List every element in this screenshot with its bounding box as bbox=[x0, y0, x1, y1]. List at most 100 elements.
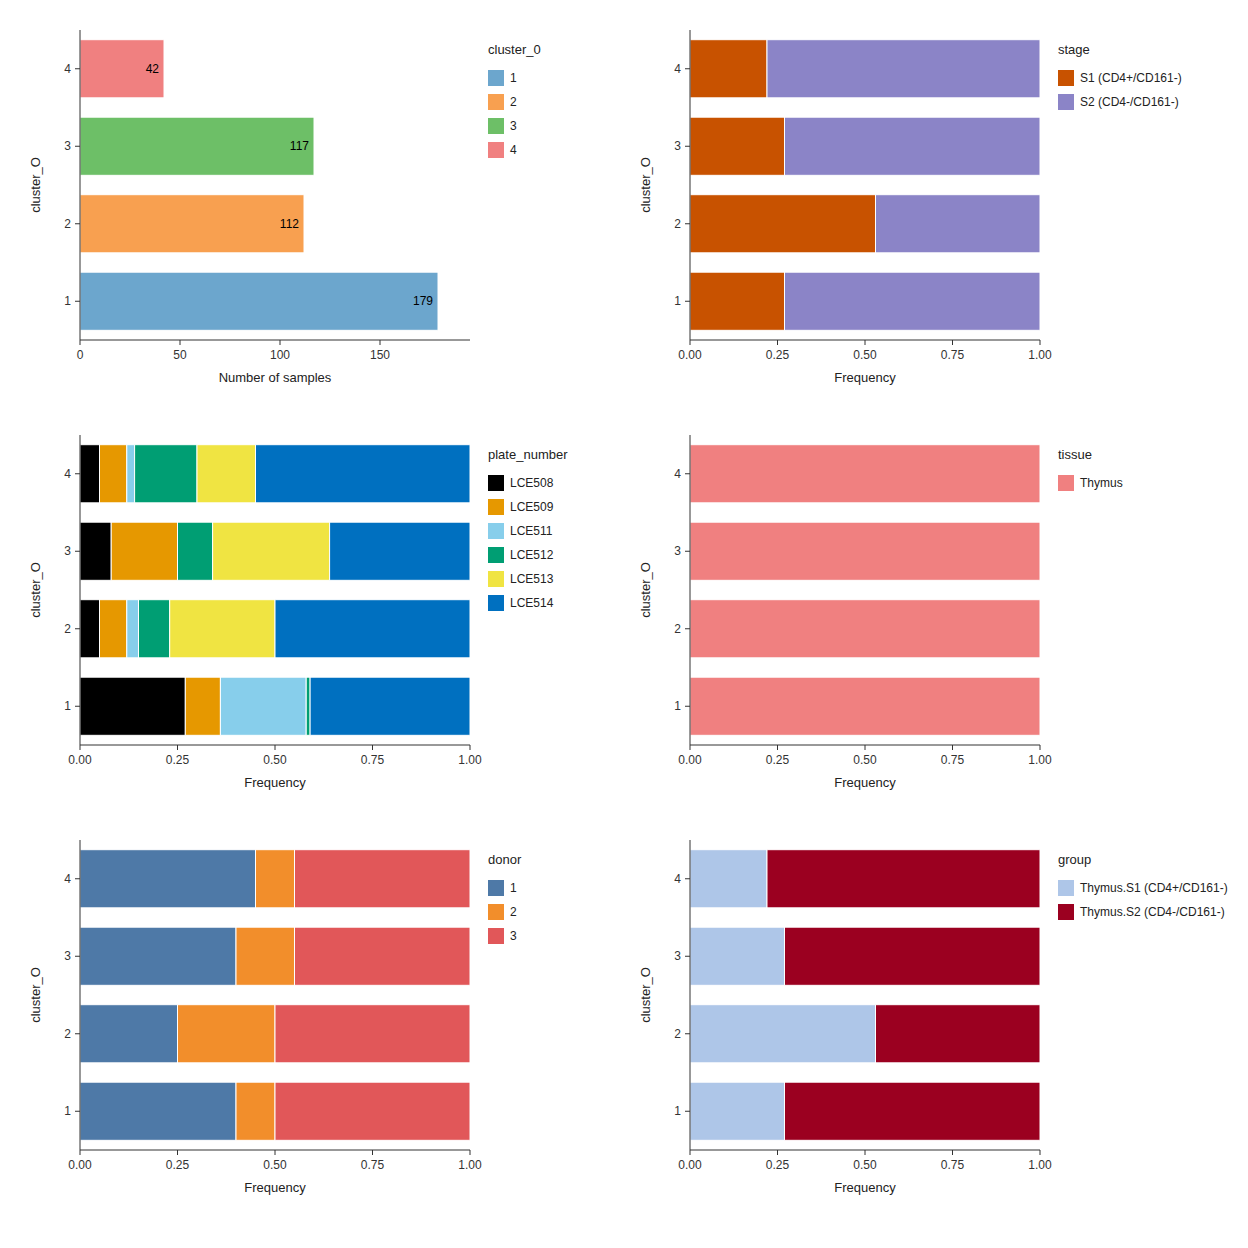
x-tick bbox=[180, 340, 181, 345]
data-label: 112 bbox=[280, 217, 299, 231]
x-tick bbox=[280, 340, 281, 345]
bar bbox=[111, 522, 177, 580]
bar bbox=[295, 927, 471, 985]
bar bbox=[80, 445, 100, 503]
legend-swatch bbox=[488, 571, 504, 587]
legend-label: LCE508 bbox=[510, 476, 554, 490]
y-tick-label: 4 bbox=[674, 467, 681, 481]
legend-label: S2 (CD4-/CD161-) bbox=[1080, 95, 1179, 109]
bar bbox=[178, 1005, 276, 1063]
x-tick-label: 100 bbox=[270, 348, 290, 362]
bar bbox=[690, 1005, 876, 1063]
x-tick bbox=[275, 745, 276, 750]
legend: cluster_01234 bbox=[488, 42, 541, 158]
x-tick bbox=[865, 1150, 866, 1155]
x-tick-label: 1.00 bbox=[458, 753, 482, 767]
x-tick-label: 0.50 bbox=[263, 753, 287, 767]
legend-label: Thymus bbox=[1080, 476, 1123, 490]
y-tick bbox=[685, 551, 690, 552]
x-tick-label: 0.50 bbox=[853, 1158, 877, 1172]
x-tick bbox=[1040, 745, 1041, 750]
bar bbox=[690, 600, 1040, 658]
legend-swatch bbox=[1058, 70, 1074, 86]
legend-swatch bbox=[488, 94, 504, 110]
y-tick-label: 1 bbox=[64, 1104, 71, 1118]
x-tick-label: 0.75 bbox=[361, 753, 385, 767]
bar bbox=[767, 850, 1040, 908]
bar bbox=[80, 522, 111, 580]
bar bbox=[256, 850, 295, 908]
legend-swatch bbox=[488, 118, 504, 134]
bar bbox=[275, 1082, 470, 1140]
y-tick-label: 3 bbox=[674, 949, 681, 963]
x-tick-label: 0.75 bbox=[941, 1158, 965, 1172]
bar bbox=[80, 195, 304, 253]
x-axis-label: Frequency bbox=[244, 1180, 306, 1195]
bar bbox=[236, 1082, 275, 1140]
y-tick bbox=[75, 146, 80, 147]
bar bbox=[185, 677, 220, 735]
panel: 0.000.250.500.751.001234Frequencycluster… bbox=[638, 840, 1228, 1195]
bars bbox=[80, 445, 470, 736]
y-tick-label: 1 bbox=[674, 294, 681, 308]
bar bbox=[100, 600, 127, 658]
y-tick bbox=[75, 473, 80, 474]
bar bbox=[256, 445, 471, 503]
bar bbox=[135, 445, 197, 503]
x-tick-label: 0.75 bbox=[941, 348, 965, 362]
legend-label: 1 bbox=[510, 881, 517, 895]
y-tick bbox=[685, 1111, 690, 1112]
y-tick bbox=[75, 878, 80, 879]
bar bbox=[785, 272, 1041, 330]
x-tick-label: 0.25 bbox=[766, 1158, 790, 1172]
x-tick-label: 0.25 bbox=[766, 348, 790, 362]
y-tick-label: 4 bbox=[674, 872, 681, 886]
x-tick bbox=[952, 1150, 953, 1155]
y-tick-label: 4 bbox=[64, 62, 71, 76]
y-axis-label: cluster_O bbox=[28, 967, 43, 1023]
y-axis-label: cluster_O bbox=[638, 157, 653, 213]
y-tick bbox=[75, 706, 80, 707]
y-tick-label: 4 bbox=[64, 467, 71, 481]
y-tick bbox=[75, 1111, 80, 1112]
y-tick bbox=[685, 473, 690, 474]
bar bbox=[690, 1082, 785, 1140]
bar bbox=[80, 850, 256, 908]
y-tick bbox=[75, 223, 80, 224]
bar bbox=[100, 445, 127, 503]
legend-label: 2 bbox=[510, 95, 517, 109]
bar bbox=[275, 1005, 470, 1063]
x-tick bbox=[777, 340, 778, 345]
y-tick bbox=[685, 878, 690, 879]
bar bbox=[80, 1082, 236, 1140]
bar bbox=[690, 677, 1040, 735]
x-tick bbox=[275, 1150, 276, 1155]
bar bbox=[690, 927, 785, 985]
legend-swatch bbox=[488, 904, 504, 920]
bar bbox=[127, 600, 139, 658]
x-tick bbox=[952, 340, 953, 345]
x-tick bbox=[865, 745, 866, 750]
y-tick bbox=[685, 706, 690, 707]
bar bbox=[310, 677, 470, 735]
bar bbox=[785, 927, 1041, 985]
legend-label: LCE512 bbox=[510, 548, 554, 562]
legend-label: S1 (CD4+/CD161-) bbox=[1080, 71, 1182, 85]
bar bbox=[213, 522, 330, 580]
legend-swatch bbox=[488, 142, 504, 158]
y-tick bbox=[685, 1033, 690, 1034]
bar bbox=[690, 272, 785, 330]
legend-label: LCE509 bbox=[510, 500, 554, 514]
x-tick-label: 0.50 bbox=[853, 348, 877, 362]
y-tick bbox=[75, 301, 80, 302]
y-tick-label: 3 bbox=[64, 949, 71, 963]
x-tick-label: 0.00 bbox=[678, 1158, 702, 1172]
bar bbox=[306, 677, 310, 735]
bar bbox=[80, 1005, 178, 1063]
y-axis-line bbox=[690, 30, 691, 340]
panel: 0.000.250.500.751.001234Frequencycluster… bbox=[28, 840, 522, 1195]
legend: groupThymus.S1 (CD4+/CD161-)Thymus.S2 (C… bbox=[1058, 852, 1228, 920]
x-tick bbox=[690, 745, 691, 750]
bar bbox=[275, 600, 470, 658]
bar bbox=[139, 600, 170, 658]
